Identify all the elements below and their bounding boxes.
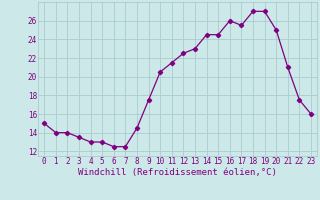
X-axis label: Windchill (Refroidissement éolien,°C): Windchill (Refroidissement éolien,°C) (78, 168, 277, 177)
